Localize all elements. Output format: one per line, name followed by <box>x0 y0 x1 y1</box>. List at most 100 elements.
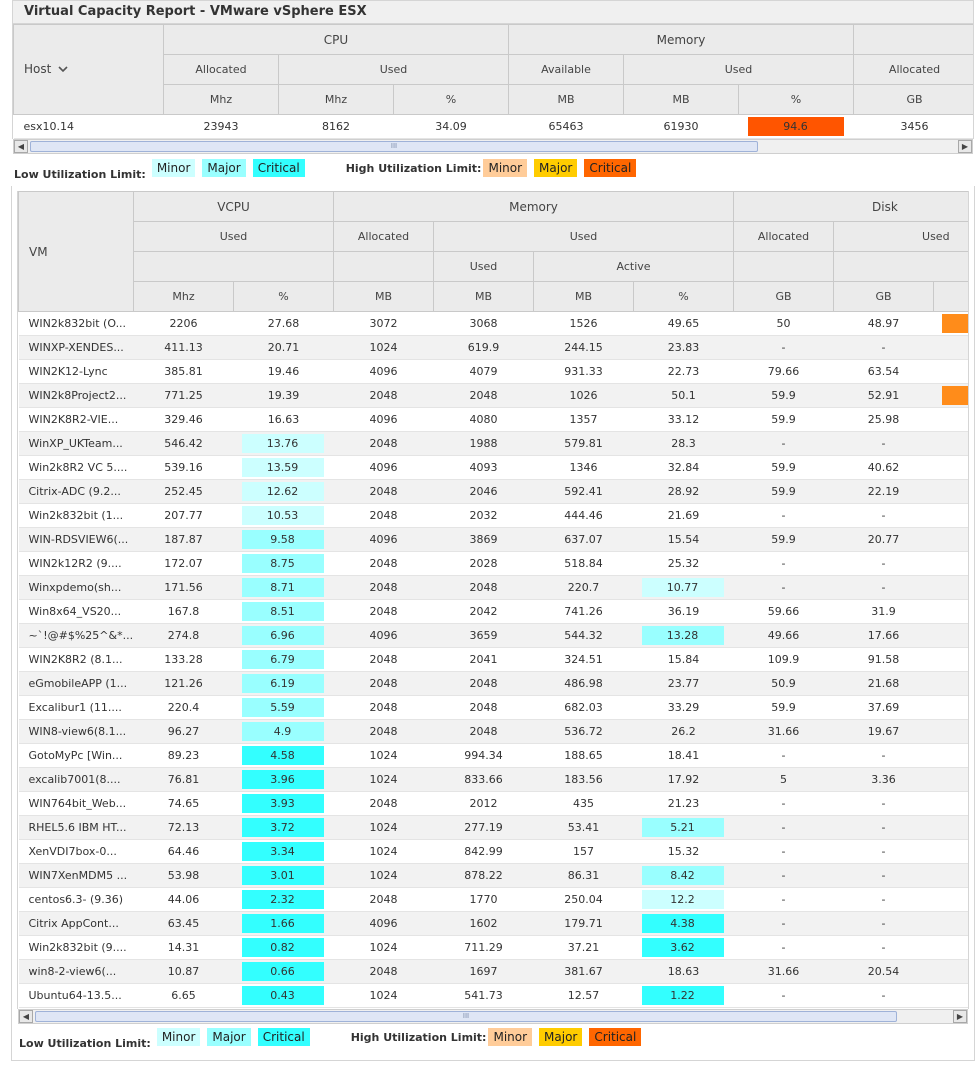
table-row[interactable]: WIN2k12R2 (9.... 172.07 8.75 2048 2028 518.84… <box>18 551 968 576</box>
memory-allocated-mb: 4096 <box>333 407 434 432</box>
vcpu-used-pct-cell: 0.82 <box>233 935 334 960</box>
vm-name[interactable]: WIN2k832bit (O... <box>18 311 134 336</box>
table-row[interactable]: Citrix-ADC (9.2... 252.45 12.62 2048 2046 592… <box>18 479 968 504</box>
vm-name[interactable]: WIN2k8Project2... <box>18 383 134 408</box>
table-row[interactable]: WIN2k832bit (O... 2206 27.68 3072 3068 1526 49… <box>18 311 968 336</box>
vm-name[interactable]: WinXP_UKTeam... <box>18 431 134 456</box>
overflow-cell <box>933 767 968 792</box>
vcpu-used-mhz: 44.06 <box>133 887 234 912</box>
memory-allocated-mb: 2048 <box>333 959 434 984</box>
scrollbar-thumb[interactable]: III <box>35 1011 897 1022</box>
vm-name[interactable]: Win2k832bit (9.... <box>18 935 134 960</box>
vcpu-used-mhz: 546.42 <box>133 431 234 456</box>
scroll-right-icon[interactable]: ▶ <box>958 140 972 153</box>
vm-name[interactable]: RHEL5.6 IBM HT... <box>18 815 134 840</box>
table-row[interactable]: WIN8-view6(8.1... 96.27 4.9 2048 2048 536.72 2… <box>18 719 968 744</box>
memory-active-mb: 518.84 <box>533 551 634 576</box>
vm-name[interactable]: WIN2K8R2-VIE... <box>18 407 134 432</box>
table-row[interactable]: Win2k832bit (1... 207.77 10.53 2048 2032 444.… <box>18 503 968 528</box>
vm-name[interactable]: Win8x64_VS20... <box>18 599 134 624</box>
vcpu-used-pct: 20.71 <box>233 335 334 360</box>
unit-header: GB <box>853 84 973 115</box>
table-row[interactable]: GotoMyPc [Win... 89.23 4.58 1024 994.34 188.6… <box>18 743 968 768</box>
vm-name[interactable]: ~`!@#$%25^&*... <box>18 623 134 648</box>
memory-allocated-mb: 4096 <box>333 527 434 552</box>
vm-name[interactable]: WIN2k12R2 (9.... <box>18 551 134 576</box>
table-row[interactable]: WinXP_UKTeam... 546.42 13.76 2048 1988 579.81… <box>18 431 968 456</box>
vm-name[interactable]: WIN764bit_Web... <box>18 791 134 816</box>
table-row[interactable]: eGmobileAPP (1... 121.26 6.19 2048 2048 486.9… <box>18 671 968 696</box>
table-row[interactable]: WIN2K8R2 (8.1... 133.28 6.79 2048 2041 324.51… <box>18 647 968 672</box>
scroll-left-icon[interactable]: ◀ <box>14 140 28 153</box>
table-row[interactable]: XenVDI7box-0... 64.46 3.34 1024 842.99 157 15.… <box>18 839 968 864</box>
table-row[interactable]: Citrix AppCont... 63.45 1.66 4096 1602 179.71… <box>18 911 968 936</box>
vm-name[interactable]: WIN7XenMDM5 ... <box>18 863 134 888</box>
vm-name[interactable]: Win2k832bit (1... <box>18 503 134 528</box>
vm-name[interactable]: Ubuntu64-13.5... <box>18 983 134 1008</box>
vm-name[interactable]: WIN-RDSVIEW6(... <box>18 527 134 552</box>
table-row[interactable]: WIN2K12-Lync 385.81 19.46 4096 4079 931.33 22.… <box>18 359 968 384</box>
scrollbar-thumb[interactable]: III <box>30 141 758 152</box>
disk-allocated-gb: - <box>733 863 834 888</box>
disk-allocated-gb: 59.66 <box>733 599 834 624</box>
vm-name[interactable]: WINXP-XENDES... <box>18 335 134 360</box>
table-row[interactable]: Excalibur1 (11.... 220.4 5.59 2048 2048 682.0… <box>18 695 968 720</box>
table-row[interactable]: WIN2k8Project2... 771.25 19.39 2048 2048 1026… <box>18 383 968 408</box>
vm-column-header[interactable]: VM <box>18 191 134 312</box>
table-row[interactable]: excalib7001(8.... 76.81 3.96 1024 833.66 183.… <box>18 767 968 792</box>
disk-used-gb: - <box>833 935 934 960</box>
vcpu-used-pct: 2.32 <box>241 890 324 909</box>
table-row[interactable]: centos6.3- (9.36) 44.06 2.32 2048 1770 250.04… <box>18 887 968 912</box>
host-row[interactable]: esx10.14 23943 8162 34.09 65463 61930 94… <box>13 114 973 139</box>
table-row[interactable]: ~`!@#$%25^&*... 274.8 6.96 4096 3659 544.32 13… <box>18 623 968 648</box>
table-row[interactable]: Win2k832bit (9.... 14.31 0.82 1024 711.29 37.… <box>18 935 968 960</box>
vm-name[interactable]: eGmobileAPP (1... <box>18 671 134 696</box>
scroll-right-icon[interactable]: ▶ <box>953 1010 967 1023</box>
table-row[interactable]: win8-2-view6(... 10.87 0.66 2048 1697 381.67 1… <box>18 959 968 984</box>
scroll-left-icon[interactable]: ◀ <box>19 1010 33 1023</box>
table-row[interactable]: WIN2K8R2-VIE... 329.46 16.63 4096 4080 1357 33… <box>18 407 968 432</box>
host-table-scrollbar[interactable]: ◀ III ▶ <box>13 139 973 154</box>
vm-disk-allocated-header: Allocated <box>733 221 835 252</box>
overflow-cell <box>933 647 968 672</box>
table-row[interactable]: Win2k8R2 VC 5.... 539.16 13.59 4096 4093 1346… <box>18 455 968 480</box>
memory-active-pct: 17.92 <box>633 767 734 792</box>
chevron-down-icon[interactable] <box>58 63 68 77</box>
vm-name[interactable]: Citrix AppCont... <box>18 911 134 936</box>
unit-header: MB <box>433 281 535 312</box>
vm-name[interactable]: centos6.3- (9.36) <box>18 887 134 912</box>
vm-name[interactable]: GotoMyPc [Win... <box>18 743 134 768</box>
host-column-header[interactable]: Host <box>13 24 164 115</box>
vcpu-used-pct: 13.76 <box>241 434 324 453</box>
vm-name[interactable]: Win2k8R2 VC 5.... <box>18 455 134 480</box>
table-row[interactable]: Ubuntu64-13.5... 6.65 0.43 1024 541.73 12.57 1… <box>18 983 968 1008</box>
vm-name[interactable]: Winxpdemo(sh... <box>18 575 134 600</box>
table-row[interactable]: Winxpdemo(sh... 171.56 8.71 2048 2048 220.7 10… <box>18 575 968 600</box>
memory-allocated-mb: 1024 <box>333 815 434 840</box>
table-row[interactable]: WIN764bit_Web... 74.65 3.93 2048 2012 435 21.2… <box>18 791 968 816</box>
memory-active-pct: 50.1 <box>633 383 734 408</box>
vm-name[interactable]: Excalibur1 (11.... <box>18 695 134 720</box>
vm-table-scrollbar[interactable]: ◀ III ▶ <box>18 1009 968 1024</box>
overflow-cell <box>933 383 968 408</box>
vm-name[interactable]: win8-2-view6(... <box>18 959 134 984</box>
memory-active-mb: 741.26 <box>533 599 634 624</box>
vm-name[interactable]: excalib7001(8.... <box>18 767 134 792</box>
table-row[interactable]: Win8x64_VS20... 167.8 8.51 2048 2042 741.26 36… <box>18 599 968 624</box>
vcpu-used-pct: 3.93 <box>241 794 324 813</box>
vm-name[interactable]: XenVDI7box-0... <box>18 839 134 864</box>
high-major-swatch: Major <box>539 1028 583 1046</box>
table-row[interactable]: WIN-RDSVIEW6(... 187.87 9.58 4096 3869 637.07… <box>18 527 968 552</box>
table-row[interactable]: WIN7XenMDM5 ... 53.98 3.01 1024 878.22 86.31 8… <box>18 863 968 888</box>
vm-name[interactable]: WIN2K8R2 (8.1... <box>18 647 134 672</box>
table-row[interactable]: RHEL5.6 IBM HT... 72.13 3.72 1024 277.19 53.4… <box>18 815 968 840</box>
unit-header: MB <box>333 281 435 312</box>
vm-name[interactable]: WIN2K12-Lync <box>18 359 134 384</box>
memory-active-pct: 3.62 <box>641 938 724 957</box>
vm-name[interactable]: Citrix-ADC (9.2... <box>18 479 134 504</box>
memory-allocated-mb: 1024 <box>333 983 434 1008</box>
vcpu-used-pct-cell: 3.72 <box>233 815 334 840</box>
vm-name[interactable]: WIN8-view6(8.1... <box>18 719 134 744</box>
host-name[interactable]: esx10.14 <box>13 114 164 139</box>
table-row[interactable]: WINXP-XENDES... 411.13 20.71 1024 619.9 244.1… <box>18 335 968 360</box>
